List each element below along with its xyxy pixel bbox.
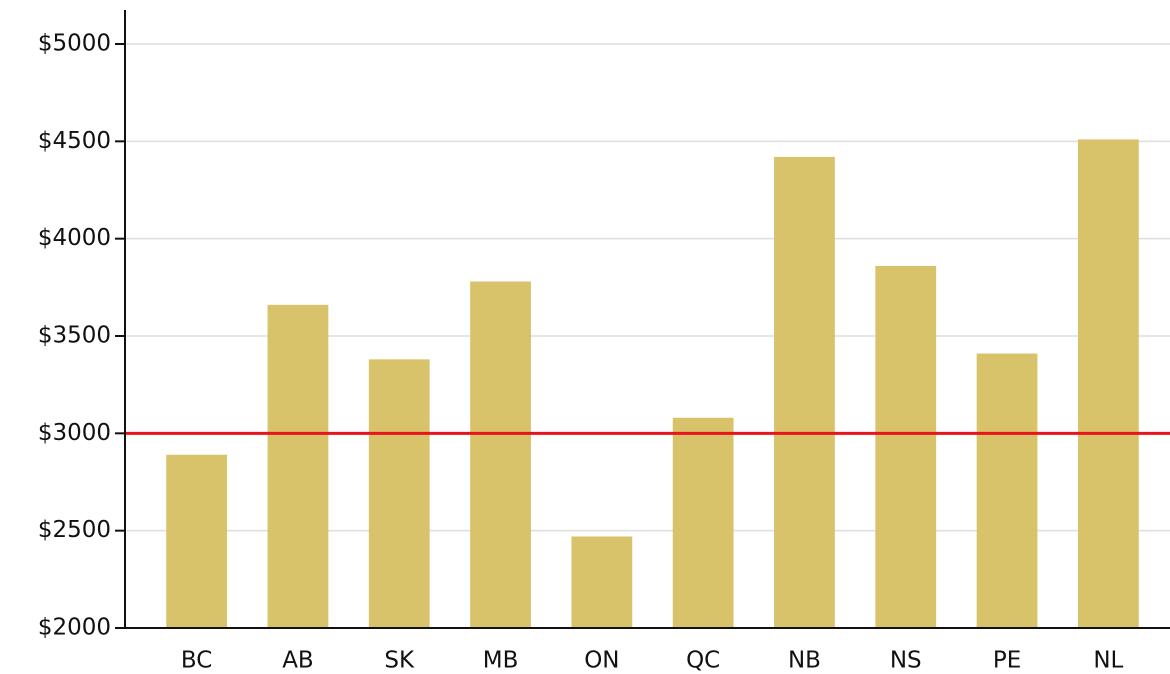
x-tick-label: NS xyxy=(890,648,922,674)
bar xyxy=(976,353,1038,628)
bar xyxy=(267,304,329,628)
x-tick-label: SK xyxy=(384,648,415,674)
bar xyxy=(875,265,937,628)
y-tick-label: $4500 xyxy=(38,128,111,154)
y-tick-label: $3500 xyxy=(38,323,111,349)
bar xyxy=(166,454,228,628)
bar xyxy=(774,156,835,628)
x-tick-label: QC xyxy=(686,648,720,674)
y-tick-label: $4000 xyxy=(38,225,111,251)
bar xyxy=(1077,139,1139,629)
bar xyxy=(672,417,734,628)
y-tick-label: $5000 xyxy=(38,31,111,57)
x-tick-label: MB xyxy=(483,648,519,674)
x-tick-label: AB xyxy=(282,648,314,674)
bar xyxy=(470,281,531,628)
x-tick-label: BC xyxy=(181,648,212,674)
x-tick-label: ON xyxy=(584,648,619,674)
y-tick-label: $2000 xyxy=(38,615,111,641)
bar xyxy=(368,359,430,628)
y-tick-label: $3000 xyxy=(38,420,111,446)
x-tick-label: NB xyxy=(788,648,821,674)
bar xyxy=(571,536,633,628)
y-tick-label: $2500 xyxy=(38,517,111,543)
x-tick-label: PE xyxy=(993,648,1021,674)
x-tick-label: NL xyxy=(1093,648,1123,674)
